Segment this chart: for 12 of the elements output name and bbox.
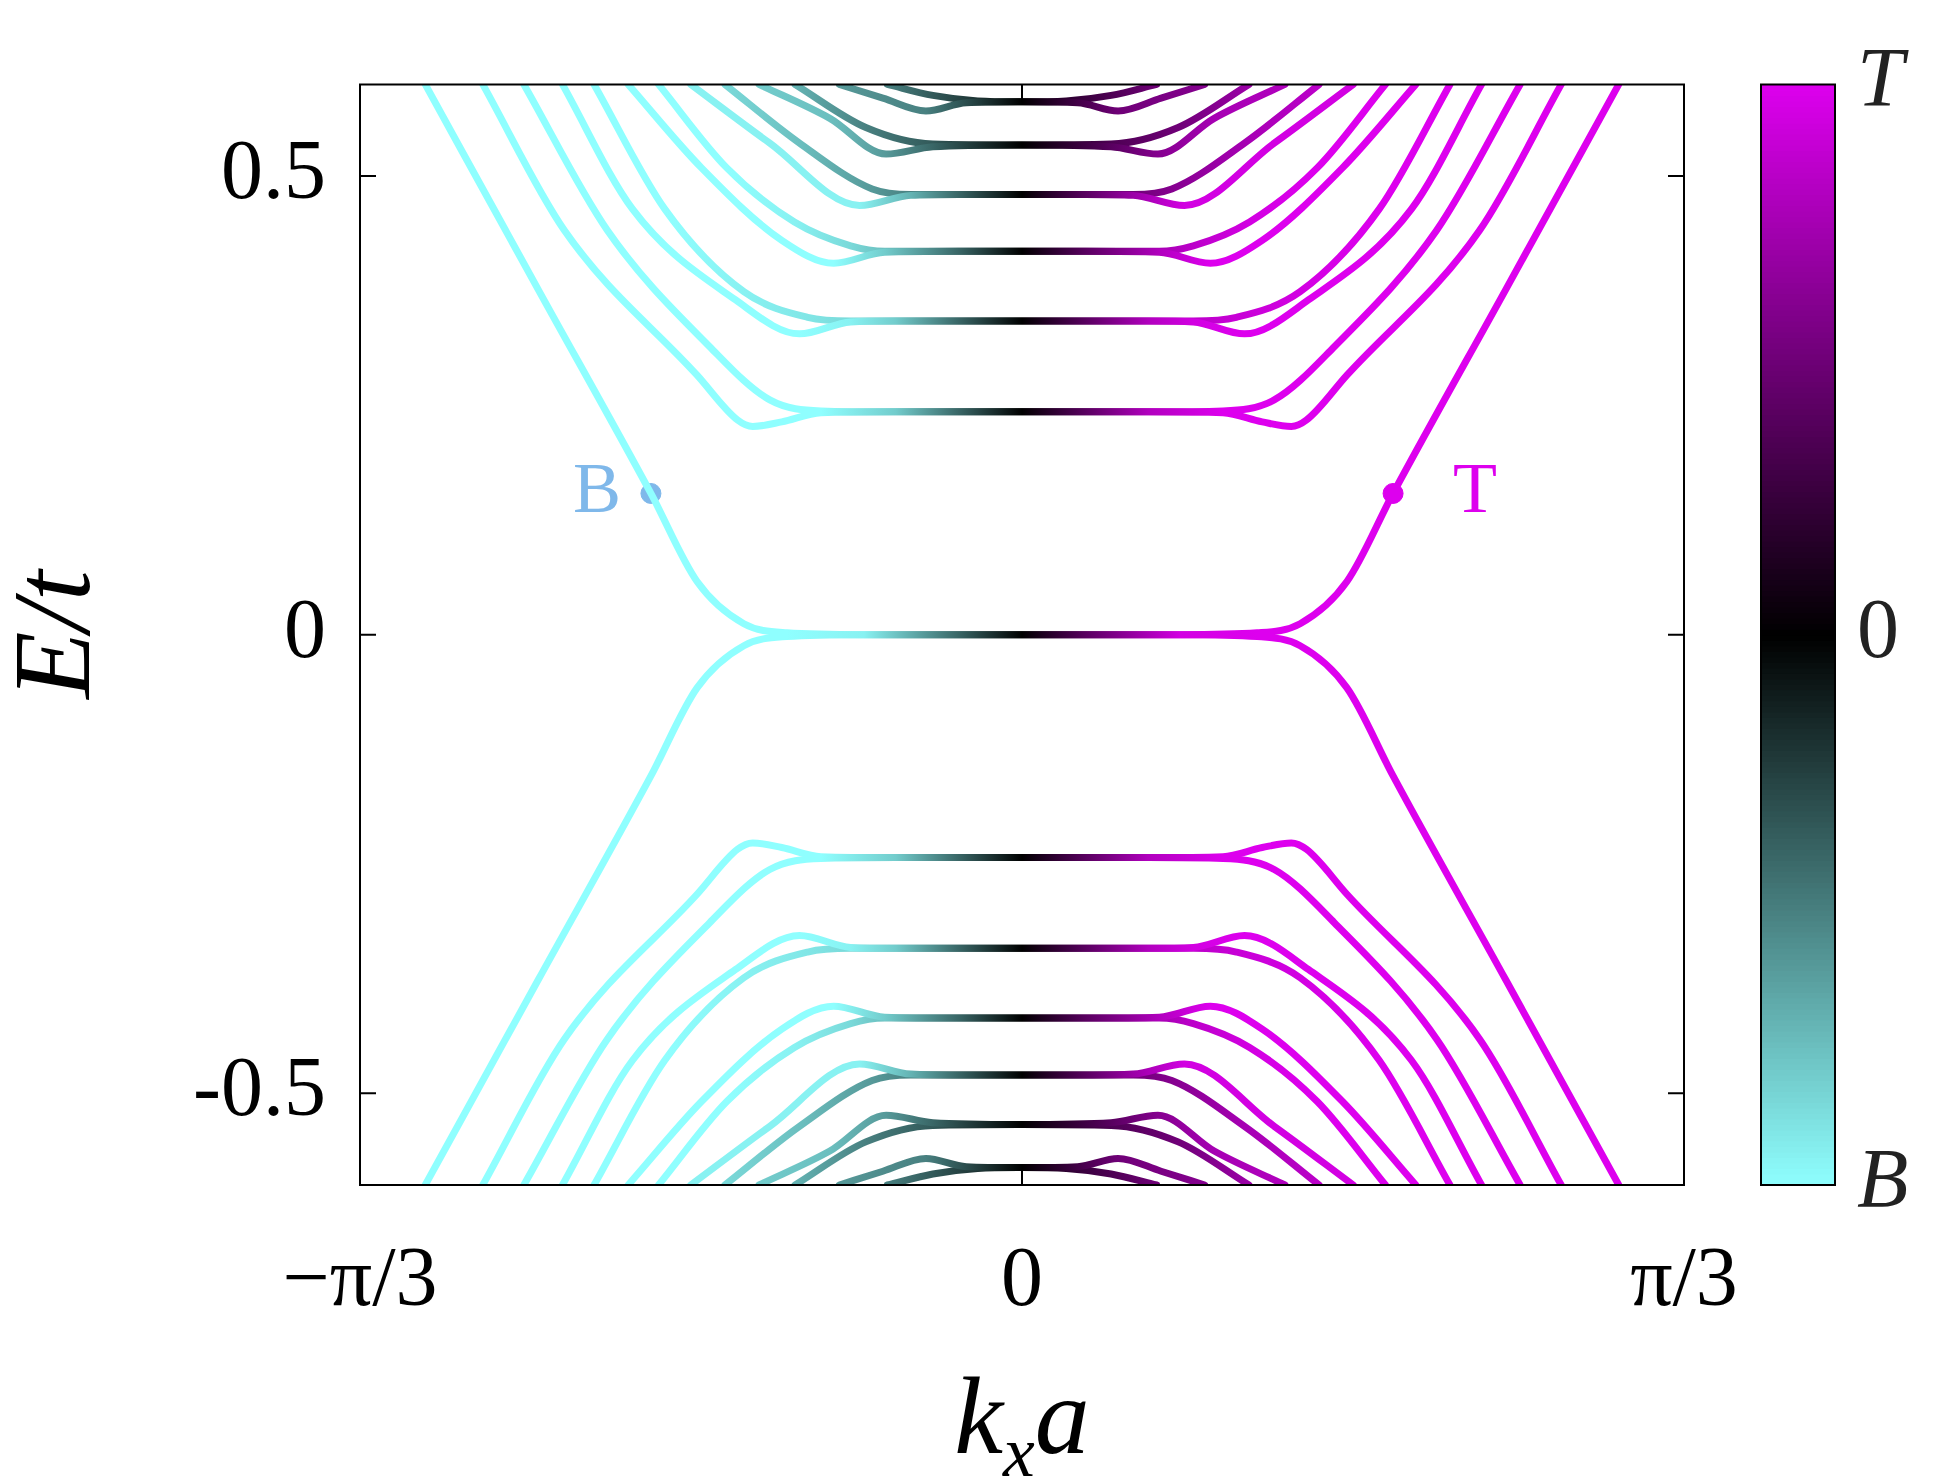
y-tick-label: -0.5 [193, 1040, 326, 1134]
x-tick-label: π/3 [1630, 1230, 1738, 1324]
color-bar-label: B [1857, 1132, 1909, 1226]
y-axis-title: E/t [0, 568, 113, 701]
y-tick-label: 0.5 [221, 123, 326, 217]
series-label: B [572, 448, 621, 529]
color-bar-label: T [1857, 31, 1909, 125]
x-tick-label: 0 [1001, 1230, 1043, 1324]
y-tick-label: 0 [284, 581, 326, 675]
color-bar-label: 0 [1857, 581, 1899, 675]
x-tick-label: −π/3 [282, 1230, 438, 1324]
series-label: T [1453, 448, 1498, 529]
